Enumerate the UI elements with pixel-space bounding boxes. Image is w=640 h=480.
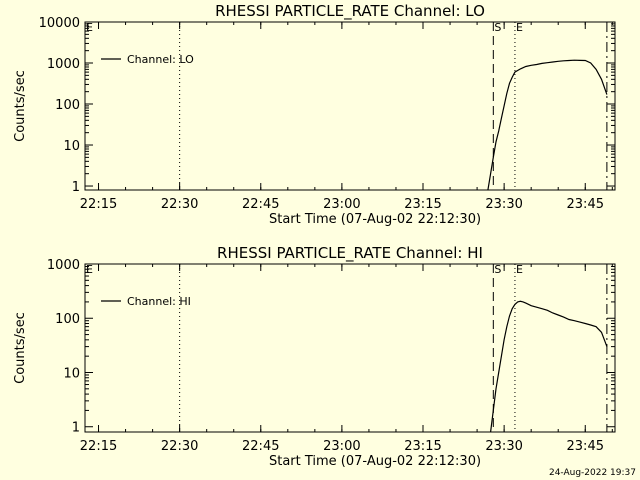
panel1-x-tick-label: 22:30 [161, 197, 198, 212]
panel1-x-axis-label: Start Time (07-Aug-02 22:12:30) [269, 212, 481, 227]
panel2-x-tick-label: 23:45 [567, 439, 604, 454]
panel1-y-tick-label: 1000 [47, 57, 80, 72]
panel2-x-axis-label: Start Time (07-Aug-02 22:12:30) [269, 454, 481, 469]
panel1-marker-label: E [516, 21, 523, 34]
panel1-marker-label: S [494, 21, 501, 34]
panel1-y-axis-label: Counts/sec [13, 70, 28, 142]
panel2-x-tick-label: 22:15 [80, 439, 117, 454]
panel2-x-tick-label: 23:00 [323, 439, 360, 454]
panel1-y-tick-label: 10 [63, 139, 80, 154]
panel1-series-line [487, 59, 608, 191]
panel1-x-tick-label: 22:15 [80, 197, 117, 212]
panel1-y-tick-label: 10000 [39, 16, 80, 31]
panel2-x-tick-label: 22:30 [161, 439, 198, 454]
panel2-marker-label: E [86, 263, 93, 276]
panel2-y-tick-label: 100 [55, 312, 80, 327]
panel1-marker-label: E [86, 21, 93, 34]
panel2-marker-label: E [516, 263, 523, 276]
panel1-x-tick-label: 23:00 [323, 197, 360, 212]
panel1-title: RHESSI PARTICLE_RATE Channel: LO [215, 2, 485, 21]
panel2-x-tick-label: 22:45 [242, 439, 279, 454]
panel2-y-tick-label: 10 [63, 366, 80, 381]
panel2-legend-label: Channel: HI [127, 295, 191, 308]
panel1-x-tick-label: 23:30 [485, 197, 522, 212]
panel1-x-tick-label: 22:45 [242, 197, 279, 212]
panel2-series-line [490, 300, 608, 433]
footer-timestamp: 24-Aug-2022 19:37 [549, 468, 636, 478]
panel1-legend-label: Channel: LO [127, 53, 194, 66]
panel2-y-axis-label: Counts/sec [13, 312, 28, 384]
panel1-plot-frame [84, 21, 616, 191]
panel2-plot-frame [84, 263, 616, 433]
panel2-x-tick-label: 23:30 [485, 439, 522, 454]
panel1-x-tick-label: 23:45 [567, 197, 604, 212]
panel2-marker-label: S [494, 263, 501, 276]
panel2-x-tick-label: 23:15 [404, 439, 441, 454]
panel1-x-tick-label: 23:15 [404, 197, 441, 212]
panel2-y-tick-label: 1000 [47, 258, 80, 273]
panel1-y-tick-label: 100 [55, 98, 80, 113]
panel1-y-tick-label: 1 [72, 180, 80, 195]
panel2-title: RHESSI PARTICLE_RATE Channel: HI [217, 244, 483, 263]
panel2-y-tick-label: 1 [72, 421, 80, 436]
